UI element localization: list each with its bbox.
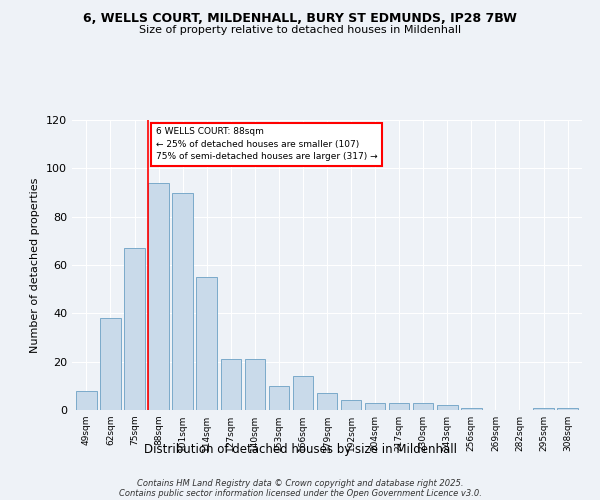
- Text: 6, WELLS COURT, MILDENHALL, BURY ST EDMUNDS, IP28 7BW: 6, WELLS COURT, MILDENHALL, BURY ST EDMU…: [83, 12, 517, 26]
- Bar: [533, 408, 554, 410]
- Bar: [389, 403, 409, 410]
- Bar: [76, 390, 97, 410]
- Bar: [196, 277, 217, 410]
- Bar: [148, 183, 169, 410]
- Text: Size of property relative to detached houses in Mildenhall: Size of property relative to detached ho…: [139, 25, 461, 35]
- Bar: [461, 408, 482, 410]
- Text: Distribution of detached houses by size in Mildenhall: Distribution of detached houses by size …: [143, 444, 457, 456]
- Bar: [341, 400, 361, 410]
- Text: Contains HM Land Registry data © Crown copyright and database right 2025.: Contains HM Land Registry data © Crown c…: [137, 478, 463, 488]
- Bar: [221, 359, 241, 410]
- Text: 6 WELLS COURT: 88sqm
← 25% of detached houses are smaller (107)
75% of semi-deta: 6 WELLS COURT: 88sqm ← 25% of detached h…: [155, 127, 377, 161]
- Bar: [413, 403, 433, 410]
- Y-axis label: Number of detached properties: Number of detached properties: [31, 178, 40, 352]
- Text: Contains public sector information licensed under the Open Government Licence v3: Contains public sector information licen…: [119, 488, 481, 498]
- Bar: [437, 405, 458, 410]
- Bar: [293, 376, 313, 410]
- Bar: [269, 386, 289, 410]
- Bar: [124, 248, 145, 410]
- Bar: [557, 408, 578, 410]
- Bar: [172, 192, 193, 410]
- Bar: [317, 393, 337, 410]
- Bar: [100, 318, 121, 410]
- Bar: [365, 403, 385, 410]
- Bar: [245, 359, 265, 410]
